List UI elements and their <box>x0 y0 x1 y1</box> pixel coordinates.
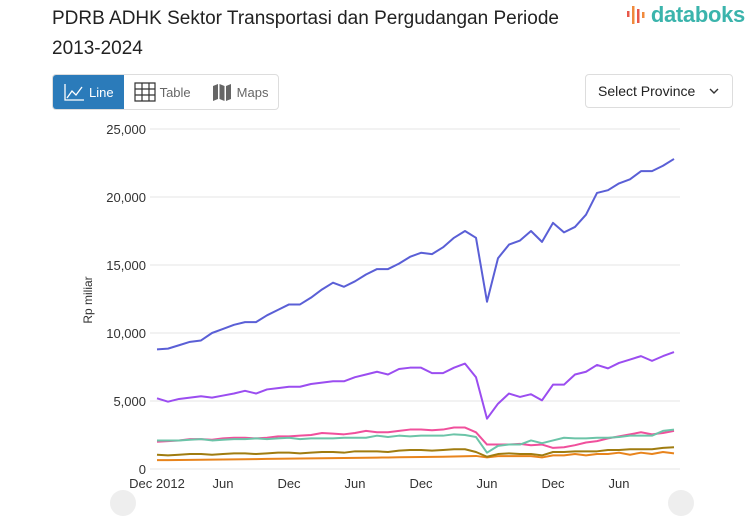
tab-line[interactable]: Line <box>53 75 124 109</box>
series-line-0 <box>156 158 675 351</box>
tab-table[interactable]: Table <box>124 75 201 109</box>
series-line-2 <box>157 428 675 454</box>
line-chart-icon <box>64 84 84 101</box>
table-icon <box>133 82 156 102</box>
y-tick-label: 25,000 <box>106 122 146 137</box>
tab-maps-label: Maps <box>236 84 269 100</box>
x-tick-label: Dec <box>409 476 433 491</box>
tab-maps[interactable]: Maps <box>201 75 279 109</box>
line-chart: 0 5,000 10,000 15,000 20,000 25,000 Dec 2012 Ju… <box>81 122 680 491</box>
x-tick-label: Jun <box>213 476 234 491</box>
x-tick-label: Jun <box>477 476 498 491</box>
chart-title: PDRB ADHK Sektor Transportasi dan Pergud… <box>52 8 559 59</box>
x-tick-label: Dec <box>541 476 565 491</box>
y-tick-label: 0 <box>139 462 146 477</box>
logo-bars-icon <box>626 6 645 24</box>
y-tick-label: 5,000 <box>113 394 146 409</box>
x-tick-label: Jun <box>345 476 366 491</box>
map-icon <box>212 84 231 101</box>
tab-line-label: Line <box>89 84 114 100</box>
logo-text: databoks <box>650 2 745 27</box>
view-tabs: Line Table Maps <box>52 74 280 110</box>
series-line-5 <box>157 451 675 462</box>
y-tick-label: 10,000 <box>106 326 146 341</box>
scroll-left-button[interactable] <box>110 490 136 516</box>
series-line-3 <box>156 426 675 449</box>
series-line-1 <box>156 351 675 420</box>
province-select-label: Select Province <box>598 83 696 99</box>
x-tick-label: Dec 2012 <box>129 476 185 491</box>
scroll-right-button[interactable] <box>668 490 694 516</box>
y-tick-label: 15,000 <box>106 258 146 273</box>
province-select[interactable]: Select Province <box>585 74 733 108</box>
databoks-logo: databoks <box>625 2 745 28</box>
y-tick-label: 20,000 <box>106 190 146 205</box>
y-axis-label: Rp miliar <box>81 276 95 323</box>
x-tick-label: Jun <box>609 476 630 491</box>
x-tick-label: Dec <box>277 476 301 491</box>
series-line-4 <box>156 446 675 458</box>
tab-table-label: Table <box>159 84 191 100</box>
chevron-down-icon <box>709 88 719 94</box>
